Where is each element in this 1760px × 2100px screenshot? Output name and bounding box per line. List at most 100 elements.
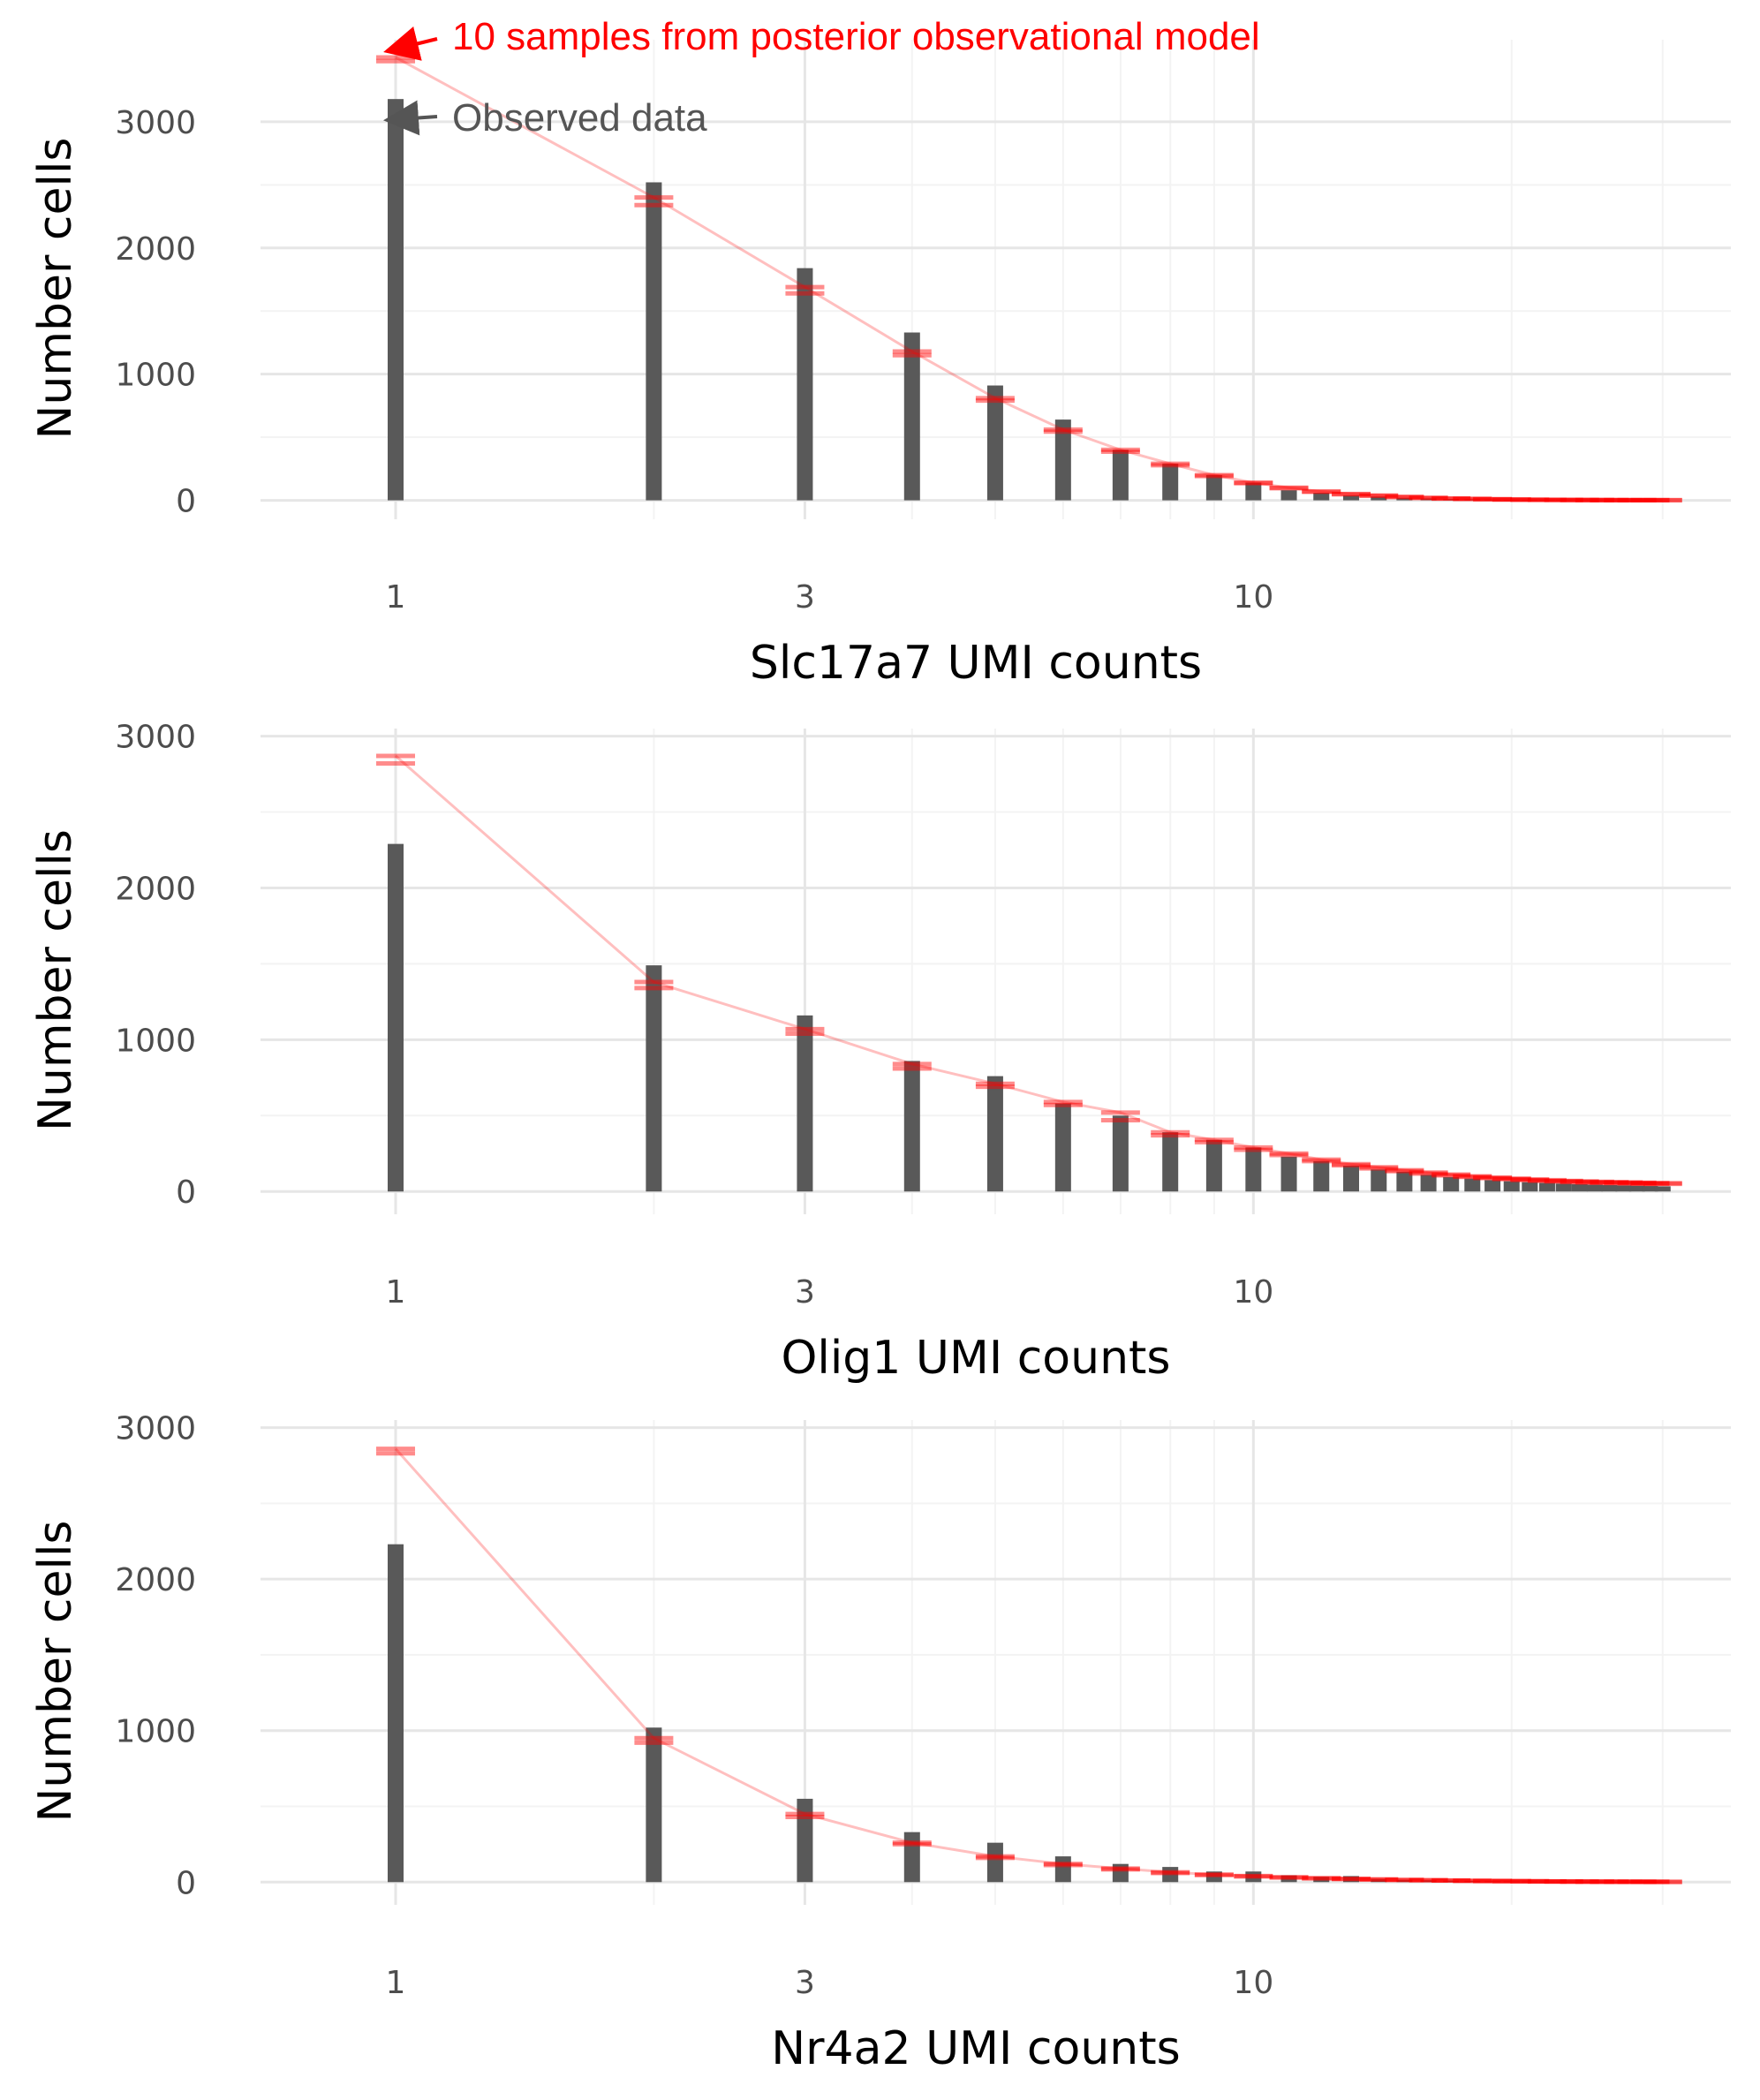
observed-bar	[1538, 1881, 1555, 1883]
annotations: 10 samples from posterior observational …	[383, 15, 1260, 140]
x-axis-title: Olig1 UMI counts	[781, 1332, 1170, 1385]
observed-bar	[1443, 1880, 1460, 1883]
panel-1: 0 1000 2000 3000 1 3 10 Slc17a7 UMI counts Numbe…	[29, 40, 1731, 690]
observed-bar	[797, 268, 813, 501]
observed-bar	[1503, 1181, 1520, 1192]
observed-bar	[1443, 499, 1460, 501]
observed-bar	[1615, 1185, 1632, 1192]
observed-bar	[1420, 1880, 1437, 1883]
observed-bar	[797, 1015, 813, 1192]
observed-bar	[1054, 1103, 1071, 1192]
posterior-arrow	[383, 26, 438, 61]
observed-annotation: Observed data	[452, 96, 707, 140]
observed-bar	[1420, 1175, 1437, 1192]
y-tick-label: 1000	[115, 358, 196, 394]
observed-bar	[1396, 1879, 1413, 1883]
observed-bar	[1371, 1169, 1387, 1192]
y-axis-title: Number cells	[29, 829, 82, 1131]
y-tick-label: 0	[176, 484, 196, 520]
observed-bar	[797, 1798, 813, 1883]
observed-bar	[387, 1544, 404, 1883]
observed-bar	[1522, 1881, 1538, 1883]
observed-bar	[1162, 1132, 1179, 1192]
observed-bar	[1112, 1863, 1129, 1883]
observed-bar	[1464, 499, 1481, 501]
x-tick-label: 3	[795, 1274, 815, 1311]
y-tick-label: 3000	[115, 1411, 196, 1447]
observed-bar	[1245, 1871, 1262, 1883]
observed-bar	[1522, 1182, 1538, 1192]
observed-bar	[1245, 1147, 1262, 1192]
observed-bar	[1555, 1881, 1572, 1883]
observed-bar	[1245, 482, 1262, 501]
y-tick-label: 1000	[115, 1714, 196, 1750]
posterior-trend-line	[395, 754, 1663, 1185]
observed-bar	[1420, 498, 1437, 501]
observed-bar	[1484, 1881, 1501, 1883]
observed-bar	[1396, 497, 1413, 501]
observed-bar	[1464, 1178, 1481, 1192]
observed-bar	[1484, 1180, 1501, 1192]
x-tick-label: 1	[386, 1965, 406, 2001]
observed-bar	[1112, 449, 1129, 501]
observed-bar	[1313, 1877, 1330, 1883]
panel-2: 0 1000 2000 3000 1 3 10 Olig1 UMI counts Number …	[29, 720, 1731, 1385]
y-axis-title: Number cells	[29, 138, 82, 440]
observed-bar	[1205, 1871, 1222, 1883]
observed-bar	[1280, 1875, 1297, 1883]
observed-bar	[1054, 419, 1071, 501]
observed-bar	[1280, 1156, 1297, 1192]
observed-bar	[1586, 1184, 1603, 1192]
posterior-trend-line	[395, 56, 1663, 502]
observed-bar	[1464, 1880, 1481, 1883]
observed-bar	[1205, 1139, 1222, 1192]
observed-bar	[1503, 499, 1520, 501]
y-tick-label: 0	[176, 1865, 196, 1901]
observed-bar	[1205, 474, 1222, 501]
observed-bar	[387, 99, 404, 501]
x-tick-label: 10	[1233, 579, 1273, 616]
observed-bar	[1538, 1182, 1555, 1192]
observed-bar	[1396, 1171, 1413, 1192]
observed-bar	[1162, 464, 1179, 501]
observed-bar	[1162, 1867, 1179, 1883]
y-tick-label: 2000	[115, 871, 196, 907]
y-tick-label: 1000	[115, 1023, 196, 1059]
observed-bar	[1371, 496, 1387, 501]
posterior-annotation: 10 samples from posterior observational …	[452, 15, 1260, 58]
observed-bar	[1343, 1876, 1360, 1883]
observed-bar	[986, 1076, 1003, 1192]
y-tick-label: 0	[176, 1175, 196, 1211]
observed-bar	[986, 1842, 1003, 1883]
observed-bar	[1642, 1186, 1658, 1192]
y-tick-label: 3000	[115, 105, 196, 141]
observed-bar	[903, 1061, 920, 1192]
x-tick-label: 3	[795, 1965, 815, 2001]
observed-bar	[1601, 1185, 1618, 1192]
observed-bar	[387, 843, 404, 1192]
observed-arrow	[383, 100, 438, 136]
y-tick-label: 2000	[115, 231, 196, 268]
observed-bar	[646, 182, 662, 501]
x-tick-label: 10	[1233, 1965, 1273, 2001]
x-tick-label: 3	[795, 579, 815, 616]
x-tick-label: 1	[386, 579, 406, 616]
x-tick-label: 1	[386, 1274, 406, 1311]
y-tick-label: 3000	[115, 720, 196, 756]
observed-bar	[1522, 499, 1538, 501]
observed-bar	[1112, 1115, 1129, 1192]
observed-bar	[1054, 1856, 1071, 1883]
observed-bar	[1555, 1183, 1572, 1192]
observed-bar	[1313, 492, 1330, 501]
observed-bar	[1343, 1166, 1360, 1192]
observed-bar	[1371, 1878, 1387, 1883]
panel-3: 0 1000 2000 3000 1 3 10 Nr4a2 UMI counts Number …	[29, 1411, 1731, 2075]
observed-bar	[1443, 1176, 1460, 1192]
observed-bar	[1484, 499, 1501, 501]
observed-bar	[1571, 1183, 1588, 1192]
y-axis-title: Number cells	[29, 1521, 82, 1823]
observed-bar	[1654, 1186, 1671, 1192]
observed-bar	[903, 332, 920, 501]
observed-bar	[1313, 1160, 1330, 1192]
